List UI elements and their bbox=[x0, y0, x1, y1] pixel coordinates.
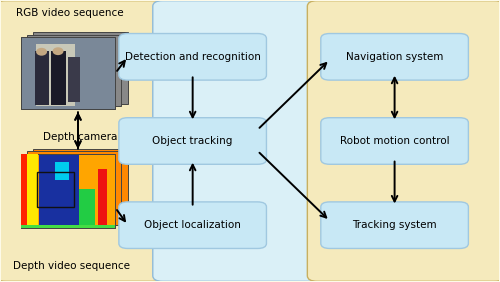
Bar bbox=[33, 32, 128, 104]
Bar bbox=[26, 151, 122, 226]
FancyBboxPatch shape bbox=[119, 202, 266, 248]
Bar bbox=[20, 154, 116, 228]
Bar bbox=[36, 172, 74, 207]
Bar bbox=[38, 155, 80, 226]
FancyBboxPatch shape bbox=[153, 1, 320, 281]
Text: Tracking system: Tracking system bbox=[352, 220, 437, 230]
Bar bbox=[36, 44, 76, 106]
Ellipse shape bbox=[52, 47, 64, 55]
Ellipse shape bbox=[36, 48, 47, 56]
Bar bbox=[33, 149, 128, 223]
Text: Object localization: Object localization bbox=[144, 220, 241, 230]
Bar bbox=[34, 51, 48, 105]
FancyBboxPatch shape bbox=[321, 202, 468, 248]
FancyBboxPatch shape bbox=[119, 34, 266, 80]
FancyBboxPatch shape bbox=[0, 1, 162, 281]
Bar bbox=[78, 189, 96, 228]
Bar bbox=[26, 35, 122, 106]
Text: RGB video sequence: RGB video sequence bbox=[16, 8, 124, 18]
Bar bbox=[54, 162, 68, 180]
Text: Object tracking: Object tracking bbox=[152, 136, 233, 146]
Bar bbox=[50, 51, 66, 105]
Text: Detection and recognition: Detection and recognition bbox=[124, 52, 260, 62]
Bar bbox=[20, 154, 116, 228]
Text: Navigation system: Navigation system bbox=[346, 52, 444, 62]
Text: Robot motion control: Robot motion control bbox=[340, 136, 450, 146]
Bar bbox=[20, 37, 116, 109]
FancyBboxPatch shape bbox=[321, 34, 468, 80]
Bar bbox=[20, 37, 116, 109]
Bar bbox=[20, 225, 116, 228]
Bar bbox=[98, 169, 107, 225]
FancyBboxPatch shape bbox=[321, 118, 468, 164]
Bar bbox=[68, 57, 80, 102]
FancyBboxPatch shape bbox=[308, 1, 500, 281]
Bar bbox=[20, 154, 26, 228]
Text: Depth camera: Depth camera bbox=[43, 132, 118, 142]
FancyBboxPatch shape bbox=[119, 118, 266, 164]
Text: Depth video sequence: Depth video sequence bbox=[13, 261, 130, 271]
Bar bbox=[20, 154, 38, 228]
